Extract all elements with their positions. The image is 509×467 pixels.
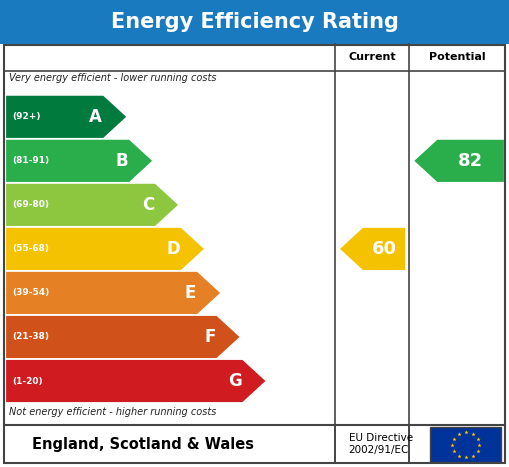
Bar	[0, 0, 509, 44]
Text: 60: 60	[372, 240, 397, 258]
Text: Very energy efficient - lower running costs: Very energy efficient - lower running co…	[9, 73, 217, 83]
Text: (21-38): (21-38)	[12, 333, 49, 341]
Text: F: F	[204, 328, 215, 346]
Text: Current: Current	[348, 52, 396, 63]
Text: (1-20): (1-20)	[12, 376, 43, 385]
Text: (92+): (92+)	[12, 113, 41, 121]
Text: Not energy efficient - higher running costs: Not energy efficient - higher running co…	[9, 407, 216, 417]
Text: EU Directive
2002/91/EC: EU Directive 2002/91/EC	[349, 433, 413, 455]
Text: C: C	[142, 196, 154, 214]
Polygon shape	[6, 184, 178, 226]
Text: England, Scotland & Wales: England, Scotland & Wales	[32, 437, 253, 452]
Polygon shape	[6, 140, 152, 182]
Polygon shape	[6, 272, 220, 314]
Bar	[430, 427, 501, 462]
Text: D: D	[166, 240, 180, 258]
Polygon shape	[6, 360, 265, 402]
Polygon shape	[414, 140, 504, 182]
Text: E: E	[185, 284, 196, 302]
Text: (69-80): (69-80)	[12, 200, 49, 209]
Text: (55-68): (55-68)	[12, 244, 49, 254]
Text: Potential: Potential	[429, 52, 486, 63]
Text: A: A	[90, 108, 102, 126]
Polygon shape	[6, 228, 204, 270]
Text: Energy Efficiency Rating: Energy Efficiency Rating	[110, 12, 399, 32]
Polygon shape	[6, 316, 240, 358]
Text: B: B	[116, 152, 128, 170]
Text: G: G	[228, 372, 241, 390]
Bar	[4, 45, 505, 463]
Polygon shape	[340, 228, 405, 270]
Text: 82: 82	[458, 152, 483, 170]
Text: (39-54): (39-54)	[12, 289, 49, 297]
Text: (81-91): (81-91)	[12, 156, 49, 165]
Polygon shape	[6, 96, 126, 138]
